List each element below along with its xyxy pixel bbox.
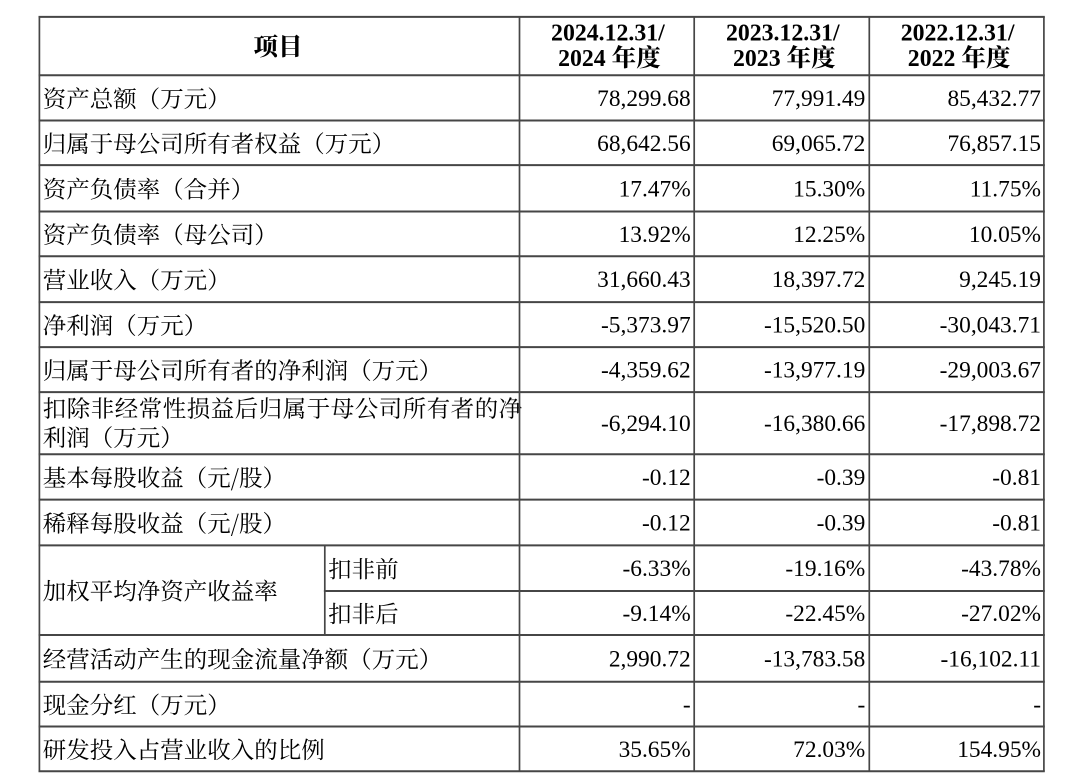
- svg-text:13.92%: 13.92%: [619, 222, 691, 248]
- svg-text:-6.33%: -6.33%: [622, 556, 690, 582]
- svg-text:85,432.77: 85,432.77: [947, 86, 1041, 112]
- svg-text:-16,380.66: -16,380.66: [764, 411, 865, 437]
- svg-text:-17,898.72: -17,898.72: [940, 411, 1041, 437]
- svg-text:-: -: [683, 692, 691, 718]
- svg-text:-0.12: -0.12: [642, 465, 691, 491]
- svg-text:11.75%: 11.75%: [970, 176, 1041, 202]
- svg-text:-: -: [858, 692, 866, 718]
- svg-text:-4,359.62: -4,359.62: [601, 358, 691, 384]
- svg-text:9,245.19: 9,245.19: [959, 267, 1041, 293]
- svg-text:-43.78%: -43.78%: [961, 556, 1041, 582]
- svg-text:2024.12.31/: 2024.12.31/: [551, 21, 665, 47]
- svg-text:78,299.68: 78,299.68: [597, 86, 691, 112]
- svg-text:77,991.49: 77,991.49: [772, 86, 866, 112]
- svg-text:17.47%: 17.47%: [619, 176, 691, 202]
- svg-text:-16,102.11: -16,102.11: [941, 646, 1041, 672]
- svg-text:15.30%: 15.30%: [793, 176, 865, 202]
- svg-text:-30,043.71: -30,043.71: [940, 313, 1041, 339]
- svg-text:2022: 2022: [908, 46, 956, 72]
- svg-text:2022.12.31/: 2022.12.31/: [901, 21, 1015, 47]
- svg-text:-29,003.67: -29,003.67: [940, 358, 1042, 384]
- svg-text:-15,520.50: -15,520.50: [764, 313, 865, 339]
- svg-text:2023.12.31/: 2023.12.31/: [726, 21, 840, 47]
- svg-text:69,065.72: 69,065.72: [772, 131, 866, 157]
- svg-text:35.65%: 35.65%: [619, 737, 691, 763]
- svg-text:2023: 2023: [733, 46, 781, 72]
- svg-text:-0.81: -0.81: [992, 511, 1041, 537]
- svg-text:2024: 2024: [558, 46, 606, 72]
- svg-text:-13,977.19: -13,977.19: [764, 358, 865, 384]
- svg-text:72.03%: 72.03%: [793, 737, 865, 763]
- svg-text:-22.45%: -22.45%: [785, 601, 865, 627]
- svg-text:-5,373.97: -5,373.97: [601, 313, 691, 339]
- svg-text:-27.02%: -27.02%: [961, 601, 1041, 627]
- svg-text:18,397.72: 18,397.72: [772, 267, 866, 293]
- svg-text:2,990.72: 2,990.72: [609, 646, 691, 672]
- svg-text:154.95%: 154.95%: [957, 737, 1041, 763]
- svg-text:10.05%: 10.05%: [969, 222, 1041, 248]
- svg-text:-0.39: -0.39: [817, 511, 866, 537]
- svg-text:-6,294.10: -6,294.10: [601, 411, 691, 437]
- svg-text:-9.14%: -9.14%: [622, 601, 690, 627]
- svg-text:-0.81: -0.81: [992, 465, 1041, 491]
- svg-text:31,660.43: 31,660.43: [597, 267, 691, 293]
- svg-text:-0.12: -0.12: [642, 511, 691, 537]
- svg-text:-19.16%: -19.16%: [785, 556, 865, 582]
- svg-text:-13,783.58: -13,783.58: [764, 646, 865, 672]
- svg-text:12.25%: 12.25%: [793, 222, 865, 248]
- svg-text:-0.39: -0.39: [817, 465, 866, 491]
- svg-text:76,857.15: 76,857.15: [947, 131, 1041, 157]
- svg-text:68,642.56: 68,642.56: [597, 131, 691, 157]
- svg-text:-: -: [1033, 692, 1041, 718]
